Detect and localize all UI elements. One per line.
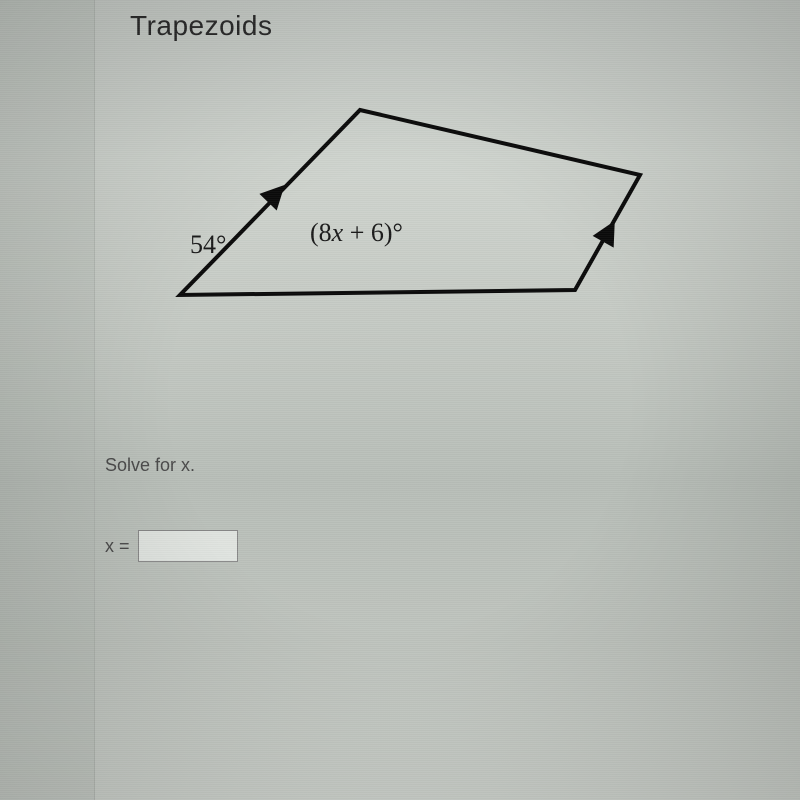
trapezoid-shape bbox=[180, 110, 640, 295]
expr-suffix: + 6)° bbox=[343, 218, 403, 247]
answer-row: x = bbox=[105, 530, 238, 562]
expr-variable: x bbox=[332, 218, 344, 247]
answer-label: x = bbox=[105, 536, 130, 557]
page-title: Trapezoids bbox=[130, 10, 272, 42]
answer-input[interactable] bbox=[138, 530, 238, 562]
parallel-arrow-right bbox=[593, 215, 626, 248]
expr-prefix: (8 bbox=[310, 218, 332, 247]
solve-prompt: Solve for x. bbox=[105, 455, 195, 476]
angle-label-expression: (8x + 6)° bbox=[310, 218, 403, 248]
angle-label-54: 54° bbox=[190, 230, 226, 260]
left-margin-panel bbox=[0, 0, 95, 800]
